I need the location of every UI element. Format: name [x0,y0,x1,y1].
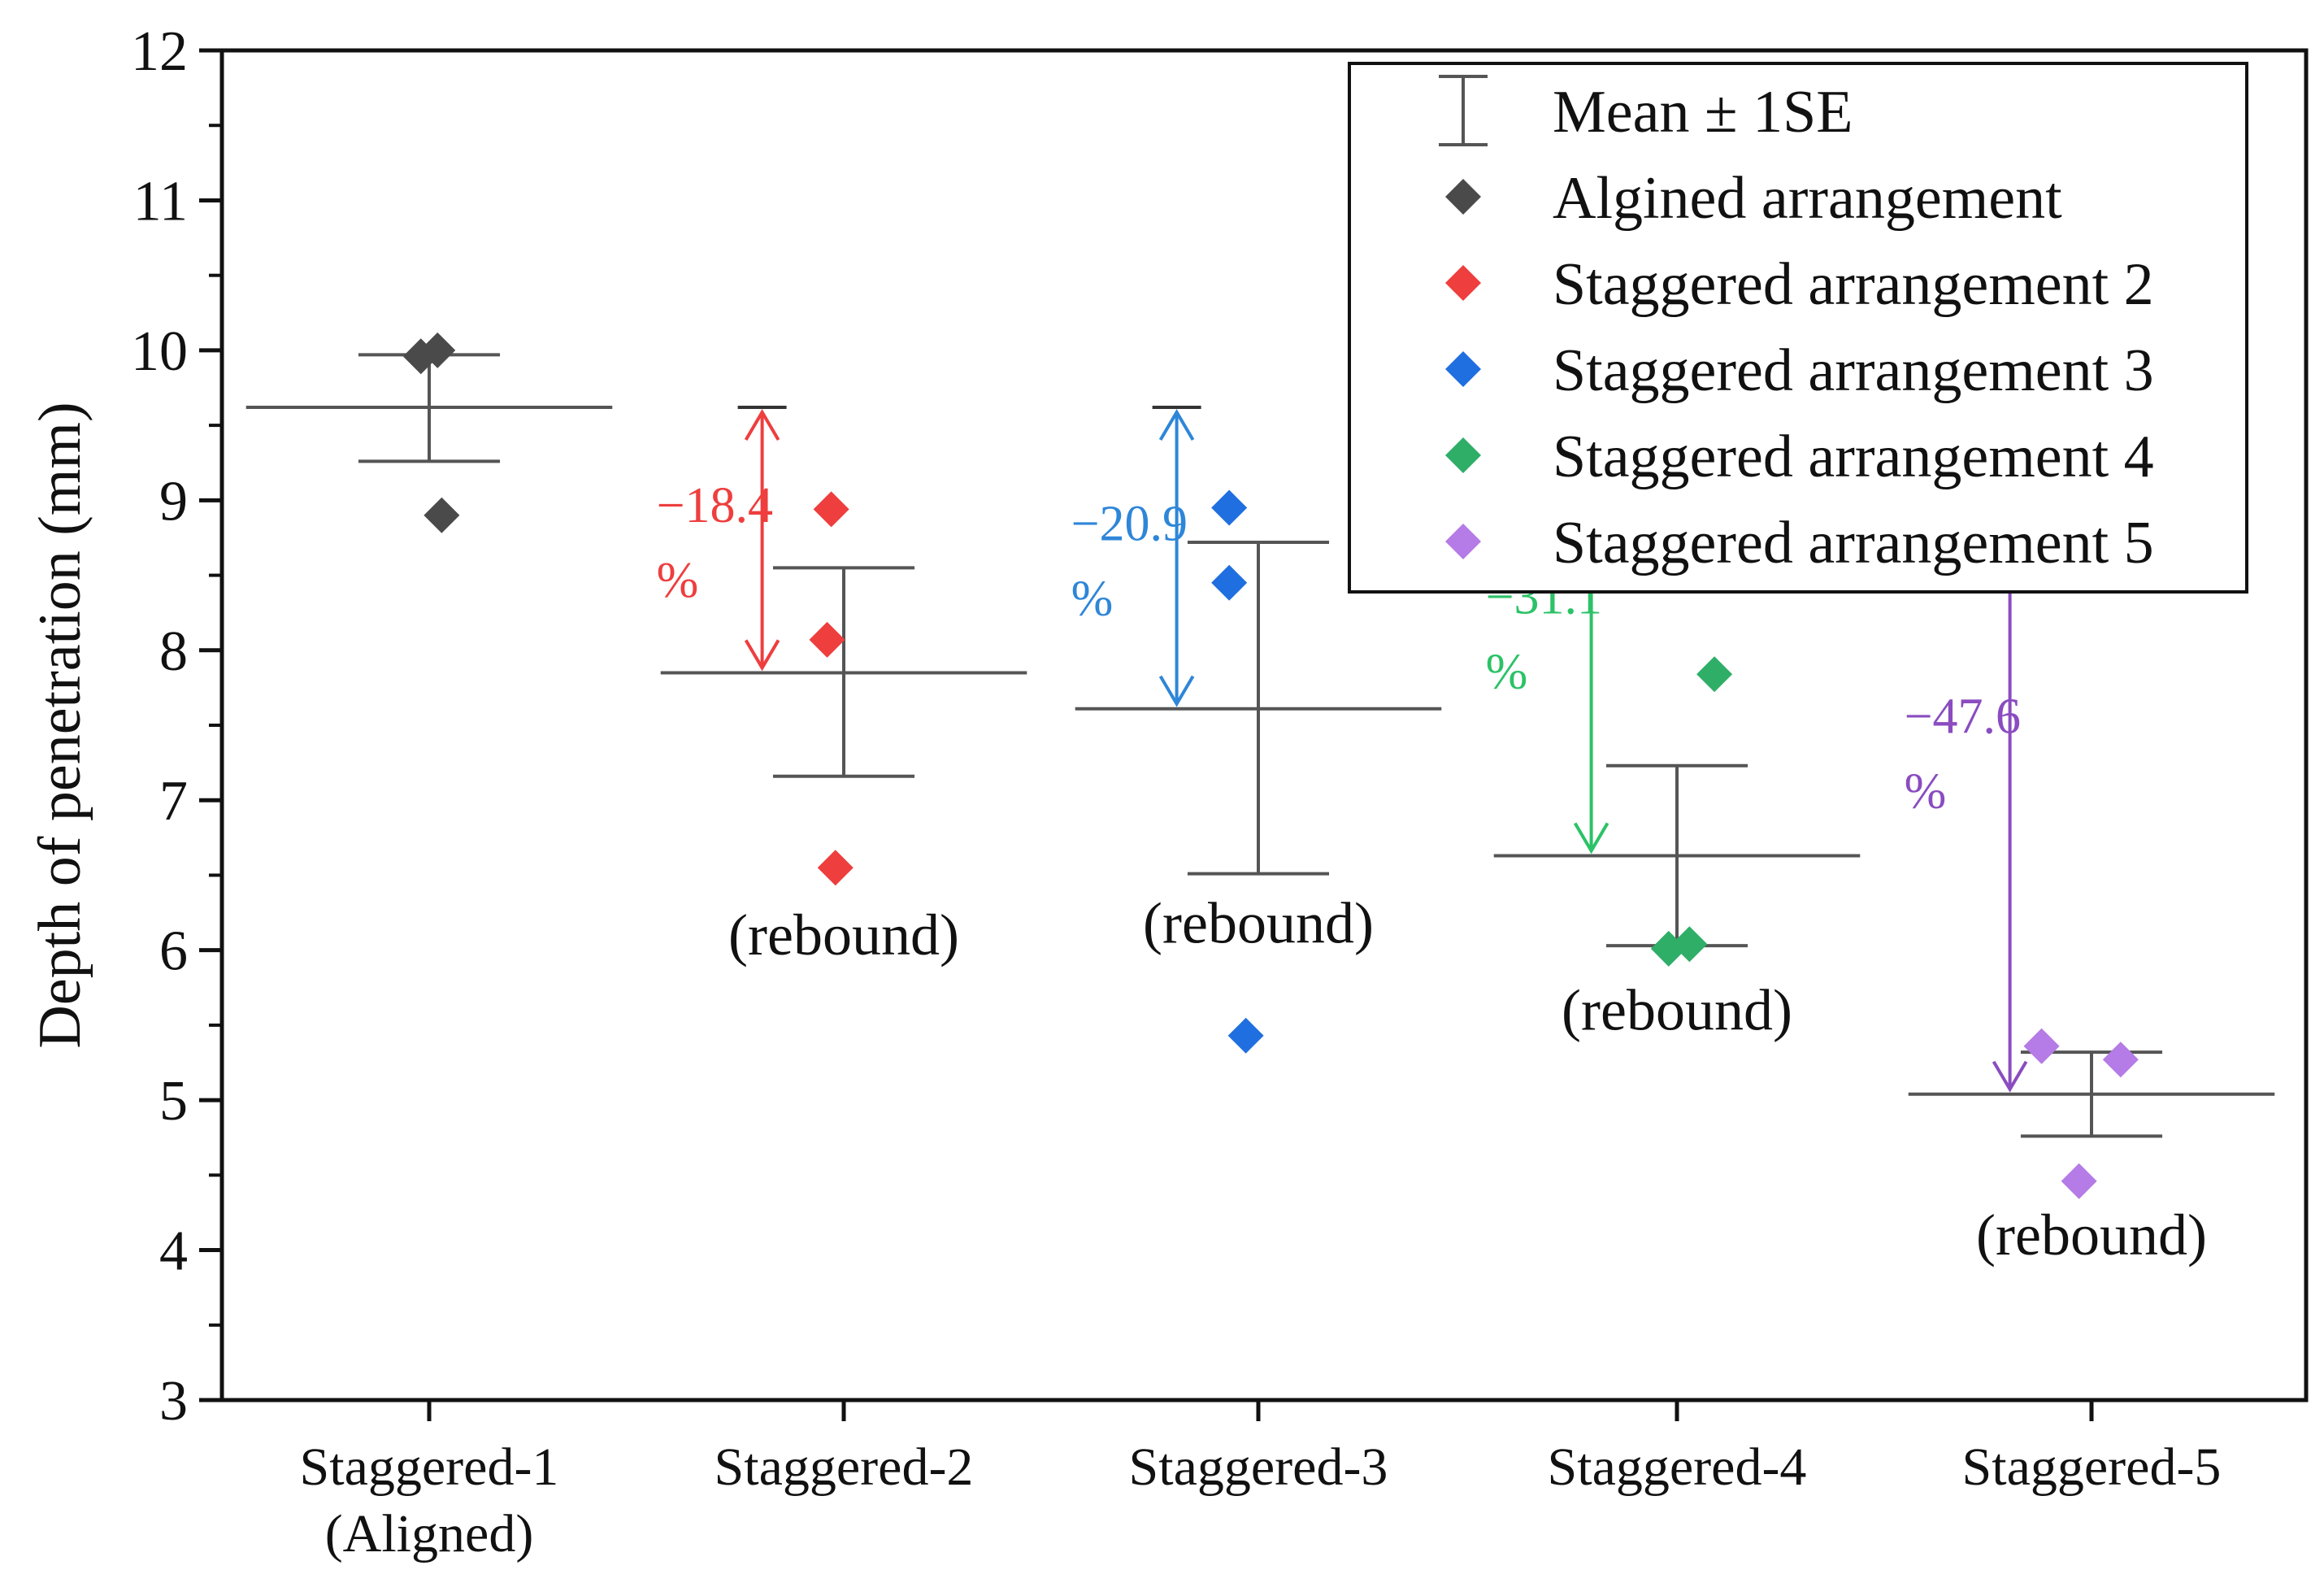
legend-marker-icon [1445,179,1481,215]
reduction-unit: % [1071,571,1114,626]
y-tick-label-5: 5 [159,1070,188,1133]
data-point [2061,1163,2097,1199]
reduction-value: −20.9 [1071,496,1188,551]
legend-marker-icon [1445,351,1481,387]
series-4 [1493,656,1861,967]
y-tick-label-4: 4 [159,1220,188,1283]
reduction-unit: % [1905,763,1947,819]
reduction-unit: % [657,553,699,608]
y-tick-label-8: 8 [159,620,188,683]
legend-marker-icon [1445,524,1481,559]
x-tick-label-4: Staggered-4 [1548,1437,1807,1497]
reduction-arrowhead-up [1158,409,1195,441]
data-point [1211,489,1248,526]
data-point [2102,1042,2139,1078]
x-tick-label-2: Staggered-2 [715,1437,974,1497]
data-point [424,497,460,533]
reduction-1: −18.4% [657,405,787,672]
legend-label-2: Algined arrangement [1553,165,2062,232]
reduction-arrowhead-down [744,639,780,672]
y-tick-label-11: 11 [133,170,188,233]
series-5 [1908,1028,2275,1199]
series-3 [1075,489,1442,1054]
legend-label-6: Staggered arrangement 5 [1553,510,2154,576]
reduction-arrowhead-up [744,409,780,441]
annotation-rebound: (rebound) [1562,977,1792,1042]
legend-marker-icon [1445,265,1481,301]
y-tick-label-10: 10 [131,320,188,383]
reduction-value: −47.6 [1905,689,2021,744]
x-tick-label-1: Staggered-1 [300,1437,559,1497]
data-point [809,621,845,658]
reduction-arrowhead-down [1573,822,1609,855]
reduction-2: −20.9% [1071,405,1201,707]
data-point [1671,926,1708,963]
y-tick-label-12: 12 [131,20,188,83]
legend-label-3: Staggered arrangement 2 [1553,251,2154,318]
data-point [1696,656,1733,693]
legend-label-5: Staggered arrangement 4 [1553,424,2154,490]
reduction-value: −18.4 [657,478,773,533]
series-layer [245,332,2275,1199]
data-point [1227,1017,1264,1054]
reduction-arrowhead-down [1992,1060,2028,1093]
data-point [419,332,456,368]
series-2 [660,491,1027,886]
legend-label-1: Mean ± 1SE [1553,79,1853,146]
x-tick-label-3: Staggered-3 [1129,1437,1388,1497]
data-point [2023,1028,2060,1064]
y-tick-label-7: 7 [159,770,188,833]
legend: Mean ± 1SE Algined arrangement Staggered a… [1348,62,2248,594]
annotation-rebound: (rebound) [1143,890,1374,955]
annotations-layer: −18.4%−20.9% −31.1%−47.6%(rebound) (reboun… [657,405,2207,1268]
reduction-4: −47.6% [1905,405,2035,1093]
x-tick-label-5: Staggered-5 [1962,1437,2222,1497]
data-point [813,491,849,528]
reduction-unit: % [1486,645,1528,700]
y-tick-label-3: 3 [159,1370,188,1433]
legend-marker-icon [1445,437,1481,473]
series-1 [245,332,613,533]
annotation-rebound: (rebound) [1976,1202,2207,1268]
y-tick-label-9: 9 [159,470,188,533]
x-tick-sublabel-1: (Aligned) [325,1504,534,1563]
y-tick-label-6: 6 [159,920,188,983]
data-point [817,850,854,886]
annotation-rebound: (rebound) [728,902,959,968]
legend-box [1348,62,2248,594]
legend-label-4: Staggered arrangement 3 [1553,337,2154,404]
data-point [1211,564,1248,601]
y-axis-label: Depth of penetration (mm) [27,402,93,1048]
reduction-arrowhead-down [1158,675,1195,707]
axes: 3 4 5 6 7 8 9 10 11 12 Staggered-1 (Aligned) Stagger… [27,20,2309,1563]
